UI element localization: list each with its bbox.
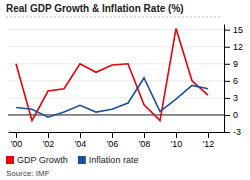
- legend: GDP Growth Inflation rate: [6, 155, 138, 165]
- y-tick-mark: [224, 30, 230, 31]
- grid-line: [8, 97, 224, 98]
- series-line: [16, 78, 208, 117]
- chart: Real GDP Growth & Inflation Rate (%)'00'…: [0, 0, 250, 180]
- y-tick-label: 0: [233, 110, 238, 120]
- x-tick: '08: [139, 132, 151, 149]
- x-tick-label: '08: [139, 139, 151, 149]
- y-tick: -3: [224, 127, 241, 137]
- x-tick-label: '12: [203, 139, 215, 149]
- x-tick-label: '04: [75, 139, 87, 149]
- y-axis: -3 0 3 6 9 12 15: [224, 25, 243, 138]
- x-tick: '06: [107, 132, 119, 149]
- y-tick-mark: [224, 64, 230, 65]
- series-line: [16, 29, 208, 121]
- plot: '00 '02 '04 '06 '08 '10 '12 -3 0 3 6 9 12 15: [8, 25, 243, 150]
- x-tick-label: '10: [171, 139, 183, 149]
- y-tick: 12: [224, 42, 243, 52]
- y-axis-line: [224, 25, 225, 133]
- x-tick-mark: [48, 132, 49, 138]
- y-tick-label: 15: [233, 25, 243, 35]
- y-tick: 0: [224, 110, 238, 120]
- x-tick: '10: [171, 132, 183, 149]
- y-tick-mark: [224, 81, 230, 82]
- legend-swatch: [78, 156, 86, 164]
- x-tick: '04: [75, 132, 87, 149]
- x-tick-label: '06: [107, 139, 119, 149]
- title: Real GDP Growth & Inflation Rate (%): [6, 3, 184, 14]
- y-tick: 15: [224, 25, 243, 35]
- y-tick-mark: [224, 115, 230, 116]
- y-tick-label: 12: [233, 42, 243, 52]
- legend-swatch: [6, 156, 14, 164]
- x-tick-mark: [176, 132, 177, 138]
- legend-item: Inflation rate: [78, 155, 139, 165]
- y-tick-mark: [224, 98, 230, 99]
- x-tick-mark: [112, 132, 113, 138]
- x-tick-mark: [16, 132, 17, 138]
- legend-label: GDP Growth: [17, 155, 68, 165]
- x-axis-line: [9, 132, 225, 133]
- y-tick-label: 6: [233, 76, 238, 86]
- y-tick-mark: [224, 47, 230, 48]
- y-tick-label: 3: [233, 93, 238, 103]
- grid-line: [8, 132, 224, 133]
- y-tick: 9: [224, 59, 238, 69]
- x-tick-mark: [144, 132, 145, 138]
- zero-line: [8, 114, 224, 115]
- y-tick: 3: [224, 93, 238, 103]
- x-tick-mark: [80, 132, 81, 138]
- grid-line: [8, 46, 224, 47]
- source-note: Source: IMF: [6, 169, 50, 178]
- x-tick-label: '02: [43, 139, 55, 149]
- series-group: [16, 29, 208, 121]
- x-tick: '02: [43, 132, 55, 149]
- y-tick-mark: [224, 132, 230, 133]
- y-tick: 6: [224, 76, 238, 86]
- x-axis: '00 '02 '04 '06 '08 '10 '12: [9, 132, 225, 149]
- title-separator: [6, 17, 220, 18]
- y-tick-label: -3: [233, 127, 241, 137]
- x-tick-mark: [208, 132, 209, 138]
- grid-line: [8, 29, 224, 30]
- x-tick: '00: [11, 132, 23, 149]
- legend-item: GDP Growth: [6, 155, 68, 165]
- y-tick-label: 9: [233, 59, 238, 69]
- x-tick: '12: [203, 132, 215, 149]
- x-tick-label: '00: [11, 139, 23, 149]
- legend-label: Inflation rate: [89, 155, 139, 165]
